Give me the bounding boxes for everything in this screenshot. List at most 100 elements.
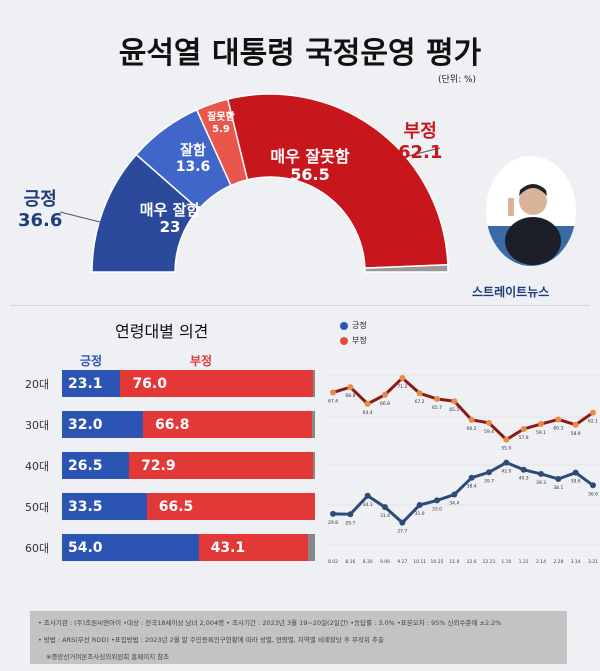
x-tick-label: 12.6 bbox=[467, 559, 477, 565]
data-point bbox=[451, 491, 458, 498]
x-tick-label: 1.10 bbox=[501, 559, 511, 565]
gauge-segment bbox=[364, 263, 449, 273]
data-label: 68.8 bbox=[345, 393, 355, 399]
data-label: 27.7 bbox=[397, 529, 407, 535]
legend-dot-positive bbox=[340, 321, 348, 330]
series-line bbox=[332, 376, 594, 442]
positive-segment: 23.1 bbox=[62, 370, 121, 397]
data-label: 31.4 bbox=[380, 513, 390, 519]
x-tick-label: 10.11 bbox=[413, 559, 426, 565]
data-label: 36.6 bbox=[588, 491, 598, 497]
data-label: 34.1 bbox=[363, 502, 373, 508]
data-label: 31.9 bbox=[415, 511, 425, 517]
x-tick-label: 2.28 bbox=[553, 559, 563, 565]
data-label: 67.2 bbox=[415, 399, 425, 405]
data-label: 57.8 bbox=[519, 435, 529, 441]
data-label: 29.7 bbox=[345, 520, 355, 526]
data-label: 42.0 bbox=[501, 469, 511, 475]
legend-negative: 부정 bbox=[352, 336, 367, 345]
data-point bbox=[434, 497, 440, 504]
data-label: 58.9 bbox=[571, 431, 581, 437]
positive-segment: 26.5 bbox=[62, 452, 130, 479]
data-point bbox=[538, 421, 544, 428]
seg-label-very-good: 매우 잘함 23 bbox=[139, 201, 201, 237]
age-label: 50대 bbox=[25, 501, 50, 514]
negative-total: 부정 62.1 bbox=[398, 121, 443, 163]
data-point bbox=[572, 421, 579, 428]
age-label: 20대 bbox=[25, 378, 50, 391]
x-tick-label: 8.16 bbox=[345, 559, 355, 565]
data-point bbox=[486, 469, 492, 476]
data-point bbox=[520, 466, 527, 473]
data-label: 60.3 bbox=[553, 425, 563, 431]
neg-header: 부정 bbox=[190, 354, 213, 368]
negative-segment: 43.1 bbox=[198, 534, 308, 561]
chart-legend: 긍정 부정 bbox=[340, 320, 367, 346]
data-point bbox=[572, 469, 579, 476]
age-bar: 26.5 72.9 bbox=[62, 452, 315, 479]
seg-label-very-bad: 매우 잘못함 56.5 bbox=[270, 147, 350, 185]
president-photo bbox=[486, 156, 576, 266]
gauge-chart bbox=[59, 93, 449, 273]
pos-header: 긍정 bbox=[80, 354, 103, 368]
footnote-line: • 조사기관 : (주)조원씨앤아이 •대상 : 전국18세이상 남녀 2,00… bbox=[38, 619, 502, 627]
age-section-title: 연령대별 의견 bbox=[115, 322, 209, 341]
seg-label-good: 잘함 13.6 bbox=[175, 143, 211, 176]
data-point bbox=[486, 419, 492, 426]
data-label: 38.4 bbox=[467, 484, 477, 490]
data-point bbox=[382, 504, 388, 511]
negative-segment: 66.5 bbox=[146, 493, 315, 520]
data-point bbox=[555, 416, 562, 423]
data-point bbox=[468, 416, 475, 423]
data-label: 40.3 bbox=[519, 476, 529, 482]
data-point bbox=[347, 511, 354, 518]
series-line bbox=[332, 460, 594, 525]
data-label: 59.1 bbox=[536, 430, 546, 436]
positive-segment: 33.5 bbox=[62, 493, 147, 520]
data-point bbox=[555, 475, 562, 482]
data-point bbox=[399, 375, 406, 382]
positive-segment: 54.0 bbox=[62, 534, 199, 561]
data-label: 38.1 bbox=[553, 485, 563, 491]
age-label: 30대 bbox=[25, 419, 50, 432]
age-bar: 23.1 76.0 bbox=[62, 370, 315, 397]
data-label: 66.8 bbox=[380, 401, 390, 407]
data-label: 67.4 bbox=[328, 398, 338, 404]
age-label: 60대 bbox=[25, 542, 50, 555]
gauge-segment bbox=[226, 93, 449, 269]
data-point bbox=[416, 502, 423, 509]
unit-label: (단위: %) bbox=[438, 75, 477, 85]
negative-segment: 66.8 bbox=[142, 411, 312, 438]
data-point bbox=[434, 395, 440, 402]
data-label: 65.1 bbox=[449, 407, 459, 413]
x-tick-label: 9.27 bbox=[397, 559, 407, 565]
data-point bbox=[330, 389, 336, 396]
page-title: 윤석열 대통령 국정운영 평가 bbox=[118, 36, 482, 71]
age-bar: 33.5 66.5 bbox=[62, 493, 315, 520]
x-tick-label: 8.02 bbox=[328, 559, 338, 565]
x-tick-label: 1.31 bbox=[519, 559, 529, 565]
data-label: 65.7 bbox=[432, 405, 442, 411]
data-point bbox=[468, 474, 475, 481]
data-point bbox=[520, 425, 527, 432]
age-bar: 32.0 66.8 bbox=[62, 411, 315, 438]
pointer-line bbox=[59, 211, 101, 223]
legend-positive: 긍정 bbox=[352, 321, 367, 330]
data-point bbox=[416, 390, 423, 397]
x-tick-label: 12.21 bbox=[483, 559, 496, 565]
data-point bbox=[330, 510, 336, 517]
data-point bbox=[503, 436, 510, 443]
logo: 스트레이트뉴스 bbox=[472, 285, 550, 299]
data-point bbox=[364, 400, 371, 407]
x-tick-label: 10.25 bbox=[431, 559, 444, 565]
data-label: 55.0 bbox=[501, 446, 511, 452]
data-point bbox=[399, 519, 406, 526]
negative-segment: 72.9 bbox=[129, 452, 314, 479]
age-bar: 54.0 43.1 bbox=[62, 534, 315, 561]
footnote-line: • 방법 : ARS(무선 RDD) •표집방법 : 2023년 2월 말 주민… bbox=[38, 636, 384, 644]
x-tick-label: 9.06 bbox=[380, 559, 390, 565]
data-label: 39.7 bbox=[484, 478, 494, 484]
seg-label-bad: 잘못함 5.9 bbox=[207, 112, 235, 135]
trend-line-chart: 29.8 29.7 34.1 31.4 27.7 31.9 33.0 34.4 38.4 39.7… bbox=[325, 374, 600, 565]
x-tick-label: 2.14 bbox=[536, 559, 546, 565]
